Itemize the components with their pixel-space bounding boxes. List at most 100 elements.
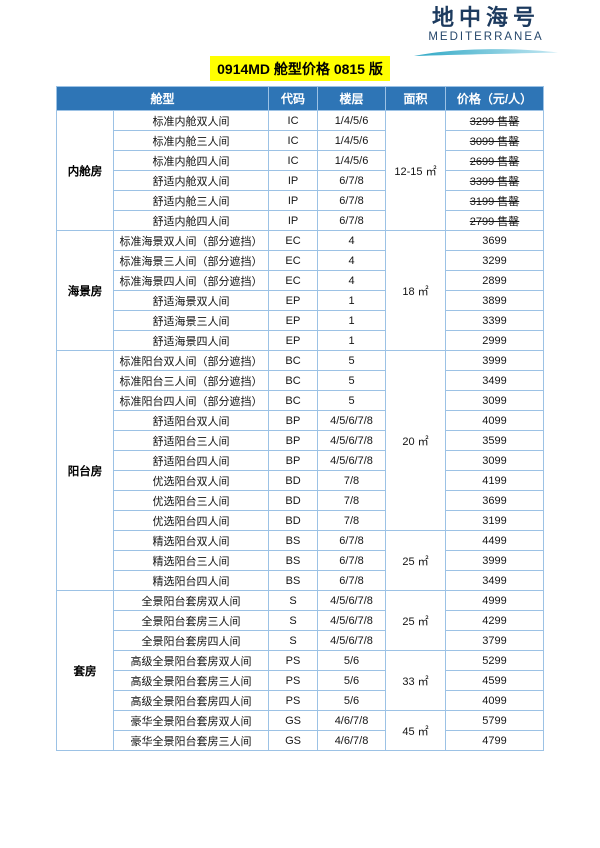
floor-cell: 5/6 [317, 650, 387, 671]
floor-cell: 1/4/5/6 [317, 130, 387, 151]
cabin-price-table: 舱型 代码 楼层 面积 价格（元/人） 内舱房 标准内舱双人间 IC 1/4/5/6 1… [55, 86, 545, 751]
cabin-name-cell: 舒适阳台双人间 [112, 410, 270, 431]
cabin-name-cell: 精选阳台四人间 [112, 570, 270, 591]
floor-cell: 1 [317, 310, 387, 331]
floor-cell: 4/6/7/8 [317, 710, 387, 731]
price-cell: 4499 [445, 530, 545, 551]
price-cell: 3999 [445, 350, 545, 371]
cabin-code-cell: EP [268, 290, 319, 311]
cabin-name-cell: 舒适海景三人间 [112, 310, 270, 331]
price-cell: 3099 售罄 [445, 130, 545, 151]
cabin-code-cell: BD [268, 470, 319, 491]
table-row: 内舱房 标准内舱双人间 IC 1/4/5/6 12-15 ㎡ 3299 售罄 [56, 110, 545, 231]
cabin-code-cell: BC [268, 370, 319, 391]
floor-cell: 1/4/5/6 [317, 150, 387, 171]
table-row: 海景房 标准海景双人间（部分遮挡） EC 4 18 ㎡ 3699 [56, 230, 545, 351]
floor-cell: 6/7/8 [317, 550, 387, 571]
floor-cell: 4/5/6/7/8 [317, 590, 387, 611]
price-cell: 4099 [445, 690, 545, 711]
cabin-name-cell: 标准海景四人间（部分遮挡） [112, 270, 270, 291]
floor-cell: 4 [317, 270, 387, 291]
price-cell: 4999 [445, 590, 545, 611]
cabin-code-cell: EP [268, 310, 319, 331]
cabin-code-cell: BP [268, 450, 319, 471]
floor-cell: 1 [317, 290, 387, 311]
price-cell: 3199 售罄 [445, 190, 545, 211]
cabin-code-cell: BS [268, 570, 319, 591]
table-row: 高级全景阳台套房双人间 PS 5/6 33 ㎡ 5299 [57, 650, 545, 711]
area-cell: 25 ㎡ [385, 530, 447, 591]
price-cell: 5799 [445, 710, 545, 731]
header-price: 价格（元/人） [445, 86, 545, 111]
table-row: 优选阳台双人间 BD 7/8 4199 [57, 470, 545, 491]
document-title-bar: 0914MD 舱型价格 0815 版 [0, 56, 600, 82]
table-row: 舒适海景四人间 EP 1 2999 [57, 330, 545, 351]
cabin-name-cell: 优选阳台双人间 [112, 470, 270, 491]
price-cell: 3099 [445, 450, 545, 471]
price-cell: 2799 售罄 [445, 210, 545, 231]
price-cell: 3399 售罄 [445, 170, 545, 191]
cabin-name-cell: 标准阳台双人间（部分遮挡） [112, 350, 270, 371]
floor-cell: 4/5/6/7/8 [317, 630, 387, 651]
cabin-name-cell: 豪华全景阳台套房三人间 [112, 730, 270, 751]
cabin-name-cell: 标准海景三人间（部分遮挡） [112, 250, 270, 271]
table-row: 豪华全景阳台套房双人间 GS 4/6/7/8 45 ㎡ 5799 [57, 710, 545, 751]
floor-cell: 4/5/6/7/8 [317, 430, 387, 451]
table-row: 舒适阳台四人间 BP 4/5/6/7/8 3099 [57, 450, 545, 471]
table-row: 优选阳台四人间 BD 7/8 3199 [57, 510, 545, 531]
document-title: 0914MD 舱型价格 0815 版 [210, 56, 390, 82]
table-row: 精选阳台双人间 BS 6/7/8 25 ㎡ 4499 [57, 530, 545, 591]
cabin-name-cell: 标准内舱三人间 [112, 130, 270, 151]
cabin-code-cell: EC [268, 250, 319, 271]
floor-cell: 7/8 [317, 490, 387, 511]
cabin-name-cell: 标准阳台四人间（部分遮挡） [112, 390, 270, 411]
table-row: 豪华全景阳台套房三人间 GS 4/6/7/8 4799 [57, 730, 545, 751]
floor-cell: 1/4/5/6 [317, 110, 387, 131]
cabin-code-cell: IC [268, 130, 319, 151]
header-floor: 楼层 [317, 86, 387, 111]
cabin-code-cell: BD [268, 510, 319, 531]
brand-name-english: MEDITERRANEA [428, 31, 544, 44]
price-cell: 3299 售罄 [445, 110, 545, 131]
price-cell: 2999 [445, 330, 545, 351]
price-cell: 3499 [445, 370, 545, 391]
cabin-code-cell: IP [268, 170, 319, 191]
cabin-name-cell: 高级全景阳台套房四人间 [112, 690, 270, 711]
header-code: 代码 [268, 86, 319, 111]
table-row: 高级全景阳台套房四人间 PS 5/6 4099 [57, 690, 545, 711]
price-cell: 3099 [445, 390, 545, 411]
table-row: 标准内舱三人间 IC 1/4/5/6 3099 售罄 [57, 130, 545, 151]
area-cell: 45 ㎡ [385, 710, 447, 751]
price-cell: 3999 [445, 550, 545, 571]
table-row: 舒适阳台双人间 BP 4/5/6/7/8 4099 [57, 410, 545, 431]
floor-cell: 4/5/6/7/8 [317, 450, 387, 471]
cabin-name-cell: 舒适内舱三人间 [112, 190, 270, 211]
floor-cell: 5 [317, 370, 387, 391]
area-cell: 33 ㎡ [385, 650, 447, 711]
price-cell: 4799 [445, 730, 545, 751]
table-row: 标准阳台三人间（部分遮挡） BC 5 3499 [57, 370, 545, 391]
cabin-code-cell: S [268, 590, 319, 611]
cabin-name-cell: 优选阳台三人间 [112, 490, 270, 511]
cabin-code-cell: EP [268, 330, 319, 351]
area-cell: 12-15 ㎡ [385, 110, 447, 231]
floor-cell: 5 [317, 390, 387, 411]
price-cell: 3899 [445, 290, 545, 311]
price-cell: 3699 [445, 230, 545, 251]
cabin-code-cell: PS [268, 650, 319, 671]
cabin-code-cell: PS [268, 670, 319, 691]
cabin-code-cell: EC [268, 230, 319, 251]
price-table-body: 内舱房 标准内舱双人间 IC 1/4/5/6 12-15 ㎡ 3299 售罄 标准内舱三人间… [56, 110, 545, 751]
brand-name-chinese: 地中海号 [431, 5, 540, 30]
cabin-name-cell: 标准阳台三人间（部分遮挡） [112, 370, 270, 391]
cabin-name-cell: 精选阳台双人间 [112, 530, 270, 551]
table-row: 阳台房 标准阳台双人间（部分遮挡） BC 5 20 ㎡ 3999 [56, 350, 545, 591]
cabin-code-cell: S [268, 630, 319, 651]
cabin-group-cell: 海景房 [56, 230, 114, 351]
floor-cell: 7/8 [317, 510, 387, 531]
cabin-code-cell: IC [268, 110, 319, 131]
cabin-code-cell: EC [268, 270, 319, 291]
cabin-name-cell: 优选阳台四人间 [112, 510, 270, 531]
price-cell: 3799 [445, 630, 545, 651]
floor-cell: 4 [317, 230, 387, 251]
